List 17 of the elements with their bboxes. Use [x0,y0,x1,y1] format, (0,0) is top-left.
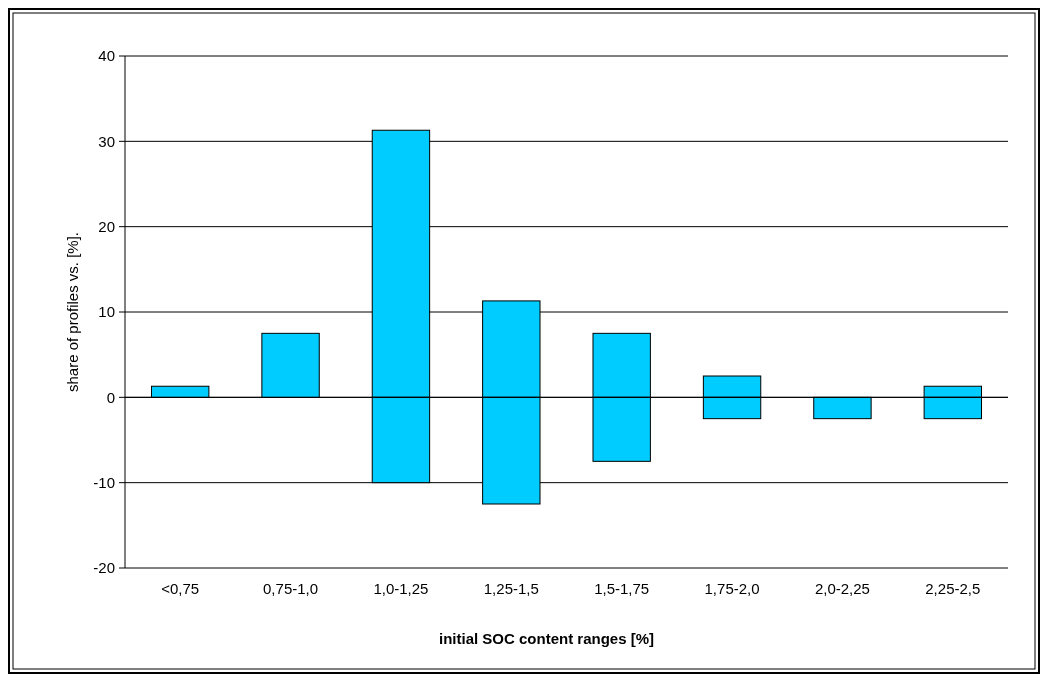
x-tick-label: 1,75-2,0 [704,580,760,597]
y-tick-label: 40 [98,47,115,65]
x-tick-label: 2,0-2,25 [814,580,870,597]
x-tick-label: 1,25-1,5 [483,580,539,597]
x-axis-title: initial SOC content ranges [%] [438,630,655,647]
y-tick-label: -20 [93,559,115,577]
x-tick-label: 1,0-1,25 [373,580,429,597]
y-tick-label: 0 [106,388,115,406]
x-tick-label: 1,5-1,75 [594,580,650,597]
y-axis-title: share of profiles vs. [%]. [64,231,81,393]
y-tick-label: 20 [98,217,115,235]
x-tick-label: 0,75-1,0 [263,580,319,597]
x-tick-label: 2,25-2,5 [925,580,981,597]
x-tick-label: <0,75 [161,580,200,597]
y-tick-label: -10 [93,473,115,491]
y-tick-label: 10 [98,303,115,321]
y-tick-label: 30 [98,132,115,150]
